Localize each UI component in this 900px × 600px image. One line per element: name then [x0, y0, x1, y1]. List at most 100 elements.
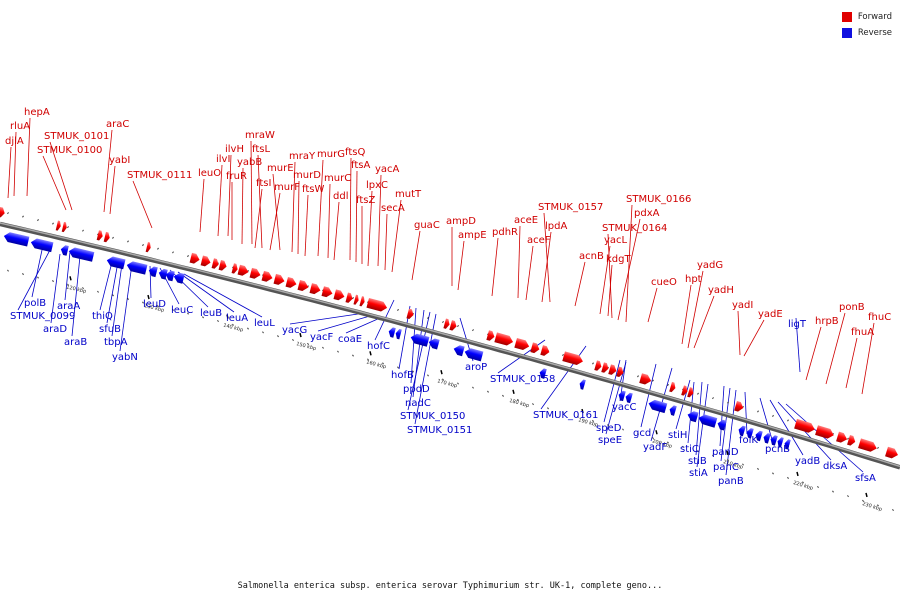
reverse-leader-line: [795, 317, 801, 373]
map-caption: Salmonella enterica subsp. enterica sero…: [237, 581, 663, 591]
forward-leader-line: [254, 188, 263, 249]
minor-tick: [457, 325, 459, 328]
forward-gene-label: yacA: [375, 164, 400, 175]
minor-tick: [892, 508, 894, 512]
reverse-gene-label: folK: [739, 435, 758, 446]
reverse-gene: [777, 437, 784, 448]
minor-tick: [487, 390, 489, 393]
forward-gene-label: murG: [317, 149, 345, 160]
forward-gene: [353, 294, 359, 305]
reverse-leader-line: [99, 261, 113, 311]
minor-tick: [67, 226, 69, 229]
reverse-gene-label: tbpA: [104, 337, 128, 348]
reverse-gene-label: leuA: [226, 313, 248, 324]
reverse-gene-label: STMUK_0099: [10, 311, 75, 322]
forward-gene: [608, 364, 617, 375]
minor-tick: [172, 251, 174, 254]
forward-gene: [211, 258, 219, 269]
minor-tick: [187, 255, 189, 258]
forward-gene: [297, 280, 309, 291]
minor-tick: [142, 301, 144, 304]
forward-gene: [55, 220, 61, 231]
minor-tick: [52, 280, 54, 283]
forward-gene: [218, 260, 227, 271]
forward-gene-label: yacL: [604, 235, 628, 246]
forward-gene-label: murF: [274, 182, 300, 193]
reverse-gene-label: leuL: [254, 318, 275, 329]
reverse-gene-label: polB: [24, 298, 46, 309]
minor-tick: [187, 312, 189, 315]
minor-tick: [517, 398, 519, 401]
minor-tick: [847, 495, 849, 498]
forward-gene: [594, 360, 602, 371]
legend: Forward Reverse: [841, 9, 892, 41]
reverse-gene-label: pcnB: [765, 444, 790, 455]
minor-tick: [427, 374, 429, 377]
minor-tick: [352, 354, 354, 357]
forward-leader-line: [525, 245, 534, 301]
forward-gene: [815, 425, 834, 439]
major-tick: [440, 369, 443, 375]
forward-gene-label: ftsI: [256, 178, 271, 189]
minor-tick: [52, 222, 54, 225]
minor-tick: [727, 459, 729, 462]
reverse-leader-line: [50, 253, 61, 324]
reverse-gene-label: yadF: [643, 442, 667, 453]
minor-tick: [397, 308, 399, 311]
minor-tick: [562, 411, 564, 414]
forward-leader-line: [541, 231, 552, 303]
reverse-gene: [158, 268, 168, 280]
forward-leader-line: [411, 230, 421, 281]
forward-gene-label: acnB: [579, 251, 604, 262]
minor-tick: [667, 383, 669, 386]
forward-gene-label: hepA: [24, 107, 50, 118]
minor-tick: [82, 229, 84, 232]
minor-tick: [97, 290, 99, 293]
reverse-leader-line: [603, 359, 621, 423]
forward-gene-label: lpdA: [545, 221, 567, 232]
minor-tick: [787, 419, 789, 422]
reverse-gene: [106, 256, 126, 270]
reverse-leader-line: [345, 317, 381, 334]
minor-tick: [22, 215, 24, 218]
forward-gene: [309, 283, 321, 295]
minor-tick: [652, 437, 654, 440]
forward-gene: [885, 446, 898, 459]
reverse-gene-label: yacF: [310, 332, 334, 343]
minor-tick: [172, 308, 174, 311]
reverse-leader-line: [675, 379, 691, 430]
minor-tick: [382, 362, 384, 365]
forward-gene-label: rluA: [10, 121, 30, 132]
forward-leader-line: [384, 213, 388, 271]
forward-gene: [189, 252, 200, 264]
reverse-gene-label: leuD: [143, 299, 166, 310]
reverse-gene-label: dksA: [823, 461, 847, 472]
forward-gene: [494, 332, 514, 346]
forward-gene: [669, 381, 676, 393]
forward-leader-line: [297, 180, 300, 255]
legend-reverse: Reverse: [841, 25, 892, 41]
minor-tick: [232, 323, 234, 326]
forward-gene: [359, 296, 365, 307]
forward-gene-label: ponB: [839, 302, 865, 313]
forward-gene-label: mutT: [395, 189, 422, 200]
forward-gene-label: lpxC: [366, 180, 388, 191]
reverse-gene: [738, 425, 746, 437]
reverse-leader-line: [111, 263, 123, 337]
legend-reverse-swatch: [841, 28, 852, 38]
reverse-gene-label: araD: [43, 324, 67, 335]
forward-gene-label: STMUK_0101: [44, 131, 109, 142]
forward-leader-line: [7, 146, 12, 199]
reverse-leader-line: [769, 399, 804, 456]
minor-tick: [37, 219, 39, 222]
forward-gene-label: yadI: [732, 300, 753, 311]
major-tick: [865, 492, 868, 498]
reverse-leader-line: [759, 397, 774, 444]
forward-gene-label: STMUK_0111: [127, 170, 192, 181]
forward-gene-label: ilvI: [216, 154, 230, 165]
forward-leader-line: [737, 310, 741, 356]
minor-tick: [217, 320, 219, 323]
forward-gene: [514, 337, 530, 350]
reverse-gene-label: araA: [57, 301, 80, 312]
reverse-leader-line: [119, 263, 133, 352]
